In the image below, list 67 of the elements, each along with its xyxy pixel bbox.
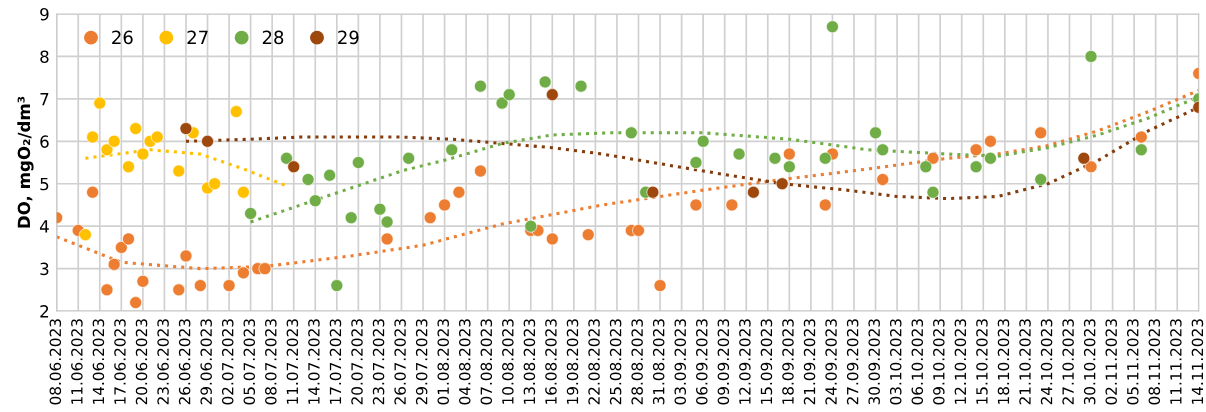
x-tick-label: 17.06.2023 — [114, 319, 126, 404]
x-tick-label: 09.10.2023 — [933, 319, 945, 405]
x-tick-label: 29.07.2023 — [415, 319, 428, 405]
x-tick-label: 24.10.2023 — [1040, 319, 1053, 405]
x-tick-label: 27.09.2023 — [846, 319, 859, 405]
x-tick-label: 17.07.2023 — [329, 319, 342, 404]
x-tick-label: 25.08.2023 — [609, 319, 622, 405]
x-tick-label: 03.09.2023 — [674, 319, 687, 405]
x-tick-label: 07.08.2023 — [480, 319, 493, 405]
x-tick-label: 18.09.2023 — [782, 319, 794, 404]
x-tick-label: 12.10.2023 — [954, 319, 967, 404]
x-tick-label: 10.08.2023 — [502, 319, 514, 404]
x-tick-label: 04.08.2023 — [458, 319, 471, 405]
legend-label: 26 — [112, 30, 133, 45]
x-tick-label: 22.08.2023 — [588, 319, 600, 405]
y-tick-label: 7 — [40, 93, 49, 106]
x-tick-label: 26.06.2023 — [178, 319, 191, 405]
x-tick-label: 21.10.2023 — [1019, 319, 1031, 405]
x-tick-label: 08.07.2023 — [265, 319, 277, 405]
x-tick-label: 11.07.2023 — [286, 319, 299, 404]
x-tick-label: 20.07.2023 — [351, 319, 363, 405]
x-tick-label: 11.06.2023 — [71, 319, 83, 404]
x-tick-label: 19.08.2023 — [566, 319, 579, 404]
y-tick-label: 6 — [40, 135, 49, 148]
x-tick-label: 12.09.2023 — [739, 319, 751, 404]
x-tick-label: 15.10.2023 — [976, 319, 988, 404]
x-tick-label: 30.09.2023 — [868, 319, 880, 405]
x-tick-label: 16.08.2023 — [545, 319, 557, 404]
x-tick-label: 18.10.2023 — [997, 319, 1010, 404]
y-axis-title: DO, mgO₂/dm³ — [17, 96, 34, 228]
x-tick-label: 23.06.2023 — [157, 319, 169, 405]
x-tick-label: 01.08.2023 — [437, 319, 449, 405]
x-tick-label: 11.11.2023 — [1170, 319, 1182, 404]
x-tick-label: 02.11.2023 — [1105, 319, 1117, 405]
x-tick-label: 29.06.2023 — [200, 319, 212, 405]
x-tick-label: 23.07.2023 — [372, 319, 385, 405]
x-tick-label: 06.09.2023 — [696, 319, 708, 405]
x-tick-label: 30.10.2023 — [1083, 319, 1096, 405]
legend-label: 27 — [187, 30, 208, 44]
y-tick-label: 8 — [40, 50, 49, 64]
x-tick-label: 15.09.2023 — [760, 319, 773, 404]
x-tick-label: 14.11.2023 — [1191, 319, 1204, 404]
x-tick-label: 03.10.2023 — [889, 319, 902, 405]
legend-label: 28 — [262, 30, 284, 45]
x-tick-label: 21.09.2023 — [803, 319, 816, 405]
x-tick-label: 14.07.2023 — [308, 319, 320, 404]
x-tick-label: 27.10.2023 — [1062, 319, 1074, 405]
y-tick-label: 2 — [40, 305, 49, 318]
x-tick-label: 05.07.2023 — [243, 319, 256, 405]
y-tick-label: 5 — [40, 177, 49, 191]
x-tick-label: 05.11.2023 — [1126, 319, 1139, 405]
x-tick-label: 02.07.2023 — [221, 319, 234, 405]
x-tick-label: 09.09.2023 — [717, 319, 730, 405]
x-tick-label: 06.10.2023 — [911, 319, 924, 405]
x-tick-label: 08.11.2023 — [1148, 319, 1161, 405]
legend-label: 29 — [338, 30, 359, 45]
x-tick-label: 31.08.2023 — [652, 319, 665, 405]
x-tick-label: 08.06.2023 — [49, 319, 62, 405]
y-tick-label: 3 — [40, 262, 49, 276]
x-tick-label: 14.06.2023 — [92, 319, 105, 404]
x-tick-label: 24.09.2023 — [825, 319, 837, 405]
y-tick-label: 9 — [40, 7, 49, 21]
x-tick-label: 13.08.2023 — [523, 319, 536, 404]
x-tick-label: 28.08.2023 — [631, 319, 643, 405]
x-tick-label: 20.06.2023 — [135, 319, 148, 405]
x-tick-label: 26.07.2023 — [394, 319, 406, 405]
y-tick-label: 4 — [39, 220, 49, 233]
